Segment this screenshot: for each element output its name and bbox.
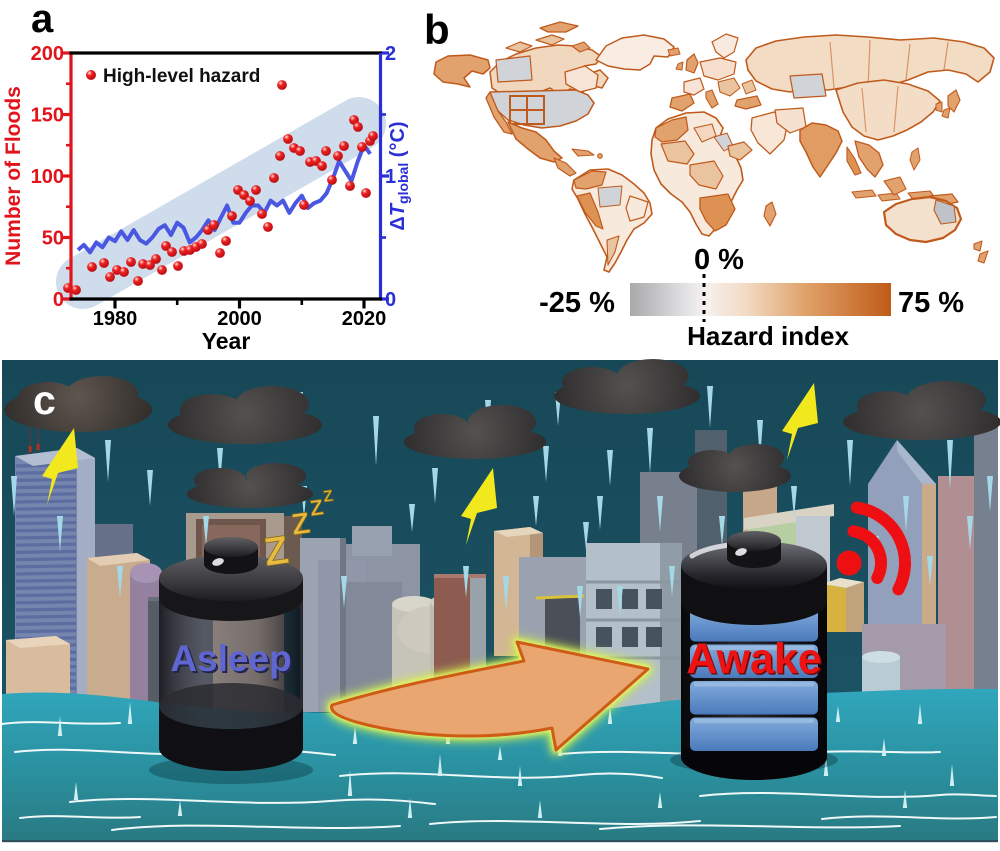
svg-text:2000: 2000 xyxy=(217,308,262,330)
svg-text:1980: 1980 xyxy=(93,308,138,330)
svg-text:75 %: 75 % xyxy=(898,287,964,319)
svg-text:Hazard index: Hazard index xyxy=(687,321,849,351)
svg-text:50: 50 xyxy=(42,228,64,250)
svg-text:c: c xyxy=(33,377,56,423)
svg-text:High-level hazard: High-level hazard xyxy=(103,66,260,87)
svg-text:0: 0 xyxy=(53,289,64,311)
svg-text:Z: Z xyxy=(322,488,334,506)
svg-text:b: b xyxy=(424,6,450,53)
svg-text:Z: Z xyxy=(289,507,312,542)
svg-text:150: 150 xyxy=(31,105,64,127)
svg-text:100: 100 xyxy=(31,166,64,188)
svg-text:1: 1 xyxy=(385,166,396,188)
svg-text:Asleep: Asleep xyxy=(172,640,293,681)
svg-text:0: 0 xyxy=(385,289,396,311)
svg-text:Number of Floods: Number of Floods xyxy=(2,86,25,266)
svg-text:200: 200 xyxy=(31,43,64,65)
svg-text:0 %: 0 % xyxy=(694,244,744,276)
svg-text:Asleep: Asleep xyxy=(170,638,291,679)
svg-text:2020: 2020 xyxy=(342,308,387,330)
svg-text:Z: Z xyxy=(261,528,291,575)
svg-text:a: a xyxy=(31,0,54,41)
svg-text:2: 2 xyxy=(385,43,396,65)
svg-text:-25 %: -25 % xyxy=(539,287,615,319)
svg-text:Year: Year xyxy=(202,328,251,354)
svg-text:ΔTglobal (°C): ΔTglobal (°C) xyxy=(387,121,411,230)
svg-text:Z: Z xyxy=(308,494,325,521)
svg-text:Awake: Awake xyxy=(688,637,823,685)
svg-text:Awake: Awake xyxy=(686,635,821,683)
